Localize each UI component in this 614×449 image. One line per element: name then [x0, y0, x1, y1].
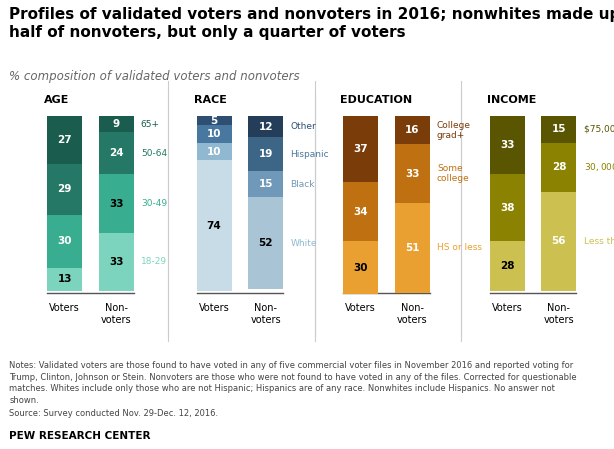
Text: 28: 28	[551, 163, 566, 172]
Text: 52: 52	[258, 238, 273, 248]
Text: 33: 33	[109, 198, 123, 209]
Text: 38: 38	[500, 203, 515, 213]
Bar	[99, 175, 134, 233]
Text: 30: 30	[354, 263, 368, 273]
Text: INCOME: INCOME	[487, 95, 536, 105]
Text: Hispanic: Hispanic	[290, 150, 329, 158]
Text: Voters: Voters	[492, 303, 523, 313]
Bar	[196, 116, 231, 125]
Bar	[196, 143, 231, 160]
Text: Non-
voters: Non- voters	[101, 303, 131, 325]
Text: 27: 27	[57, 135, 72, 145]
Text: 74: 74	[207, 220, 222, 231]
Text: Source: Survey conducted Nov. 29-Dec. 12, 2016.: Source: Survey conducted Nov. 29-Dec. 12…	[9, 409, 219, 418]
Bar	[99, 233, 134, 291]
Text: Non-
voters: Non- voters	[543, 303, 574, 325]
Bar	[343, 242, 378, 295]
Text: Voters: Voters	[199, 303, 230, 313]
Text: % composition of validated voters and nonvoters: % composition of validated voters and no…	[9, 70, 300, 83]
Bar	[343, 116, 378, 181]
Text: Voters: Voters	[49, 303, 80, 313]
Bar	[395, 116, 430, 145]
Text: 30: 30	[57, 237, 72, 247]
Text: 10: 10	[207, 129, 222, 139]
Bar	[47, 215, 82, 268]
Text: EDUCATION: EDUCATION	[340, 95, 413, 105]
Text: Less than $30,000: Less than $30,000	[583, 237, 614, 246]
Text: 29: 29	[57, 185, 72, 194]
Text: $75,000 or more: $75,000 or more	[583, 125, 614, 134]
Bar	[542, 116, 577, 143]
Bar	[248, 198, 283, 289]
Text: 33: 33	[109, 257, 123, 267]
Text: 10: 10	[207, 146, 222, 157]
Text: 33: 33	[500, 141, 515, 150]
Text: Some
college: Some college	[437, 164, 470, 183]
Text: College
grad+: College grad+	[437, 121, 471, 140]
Text: RACE: RACE	[193, 95, 227, 105]
Text: 34: 34	[354, 207, 368, 216]
Bar	[196, 160, 231, 291]
Bar	[47, 164, 82, 215]
Text: 24: 24	[109, 148, 123, 158]
Bar	[47, 268, 82, 291]
Text: 16: 16	[405, 125, 419, 135]
Text: 15: 15	[258, 179, 273, 189]
Text: Non-
voters: Non- voters	[251, 303, 281, 325]
Text: 15: 15	[551, 124, 566, 135]
Text: 30-49: 30-49	[141, 199, 167, 208]
Text: 28: 28	[500, 261, 515, 271]
Text: AGE: AGE	[44, 95, 69, 105]
Bar	[395, 145, 430, 202]
Text: 37: 37	[354, 144, 368, 154]
Text: Black: Black	[290, 180, 315, 189]
Text: Profiles of validated voters and nonvoters in 2016; nonwhites made up nearly
hal: Profiles of validated voters and nonvote…	[9, 7, 614, 40]
Bar	[490, 175, 525, 242]
Bar	[99, 116, 134, 132]
Text: Non-
voters: Non- voters	[397, 303, 427, 325]
Bar	[248, 137, 283, 171]
Text: HS or less: HS or less	[437, 243, 482, 252]
Bar	[248, 116, 283, 137]
Bar	[490, 116, 525, 175]
Text: 12: 12	[258, 122, 273, 132]
Bar	[47, 116, 82, 164]
Bar	[196, 125, 231, 143]
Bar	[99, 132, 134, 175]
Text: 18-29: 18-29	[141, 257, 167, 266]
Text: 56: 56	[551, 237, 566, 247]
Text: White: White	[290, 239, 317, 248]
Text: 19: 19	[258, 149, 273, 159]
Text: Voters: Voters	[345, 303, 376, 313]
Bar	[343, 181, 378, 242]
Text: Other: Other	[290, 122, 316, 132]
Text: Notes: Validated voters are those found to have voted in any of five commercial : Notes: Validated voters are those found …	[9, 361, 577, 405]
Bar	[490, 242, 525, 291]
Text: 50-64: 50-64	[141, 149, 167, 158]
Text: 5: 5	[211, 116, 218, 126]
Text: 65+: 65+	[141, 120, 160, 129]
Text: 13: 13	[57, 274, 72, 284]
Text: $30,000-$74,999: $30,000-$74,999	[583, 161, 614, 173]
Bar	[395, 202, 430, 293]
Text: PEW RESEARCH CENTER: PEW RESEARCH CENTER	[9, 431, 150, 441]
Text: 51: 51	[405, 242, 419, 253]
Bar	[542, 143, 577, 192]
Bar	[542, 192, 577, 291]
Bar	[248, 171, 283, 198]
Text: 9: 9	[112, 119, 120, 129]
Text: 33: 33	[405, 168, 419, 179]
